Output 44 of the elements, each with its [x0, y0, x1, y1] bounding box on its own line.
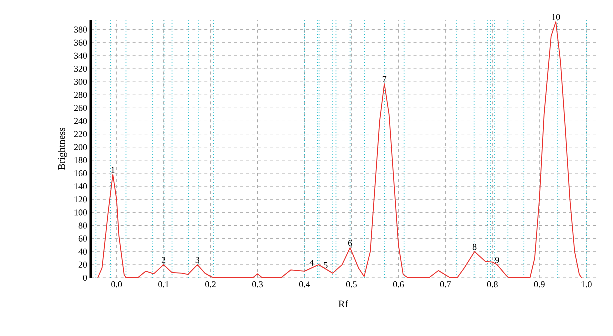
x-tick-label: 0.2: [206, 282, 216, 288]
y-tick-label: 40: [78, 248, 88, 255]
y-tick-label: 60: [78, 236, 88, 242]
annotation: 4: [310, 260, 314, 266]
y-axis-title: Brightness: [58, 128, 68, 170]
annotation: 8: [472, 244, 477, 250]
annotation: 9: [495, 257, 500, 264]
y-tick-label: 260: [74, 105, 88, 112]
y-tick-label: 360: [74, 40, 88, 46]
x-tick-label: 0.1: [158, 282, 169, 288]
y-tick-label: 380: [74, 26, 88, 33]
y-tick-label: 240: [74, 118, 88, 124]
y-tick-label: 20: [78, 262, 88, 268]
x-tick-label: 0.9: [534, 282, 545, 288]
x-tick-label: 1.0: [582, 282, 592, 288]
x-tick-label: 0.4: [299, 282, 310, 288]
y-tick-label: 320: [74, 66, 88, 72]
x-tick-label: 0.0: [112, 282, 122, 288]
x-tick-label: 0.7: [440, 282, 452, 288]
annotation: 10: [552, 14, 560, 20]
annotation: 1: [112, 167, 115, 174]
y-tick-label: 300: [74, 79, 88, 86]
annotation: 2: [162, 257, 166, 264]
line-series: [98, 22, 582, 278]
x-tick-label: 0.3: [252, 282, 264, 288]
y-tick-label: 0: [83, 274, 88, 282]
y-tick-label: 200: [74, 144, 88, 150]
annotation: 7: [382, 76, 387, 82]
y-tick-label: 220: [74, 131, 88, 138]
annotation: 3: [196, 257, 200, 264]
annotation: 5: [324, 262, 328, 268]
annotation: 6: [348, 240, 352, 246]
y-tick-label: 280: [74, 92, 88, 98]
y-tick-label: 140: [74, 184, 88, 190]
x-tick-label: 0.8: [487, 282, 498, 288]
y-tick-label: 340: [74, 52, 88, 59]
y-tick-label: 80: [78, 222, 88, 229]
x-tick-label: 0.6: [393, 282, 404, 288]
x-tick-label: 0.5: [346, 282, 357, 288]
x-axis-title: Rf: [338, 300, 348, 308]
y-tick-label: 120: [74, 196, 88, 203]
y-tick-label: 180: [74, 157, 88, 164]
y-tick-label: 160: [74, 170, 88, 177]
y-tick-label: 100: [74, 210, 88, 216]
